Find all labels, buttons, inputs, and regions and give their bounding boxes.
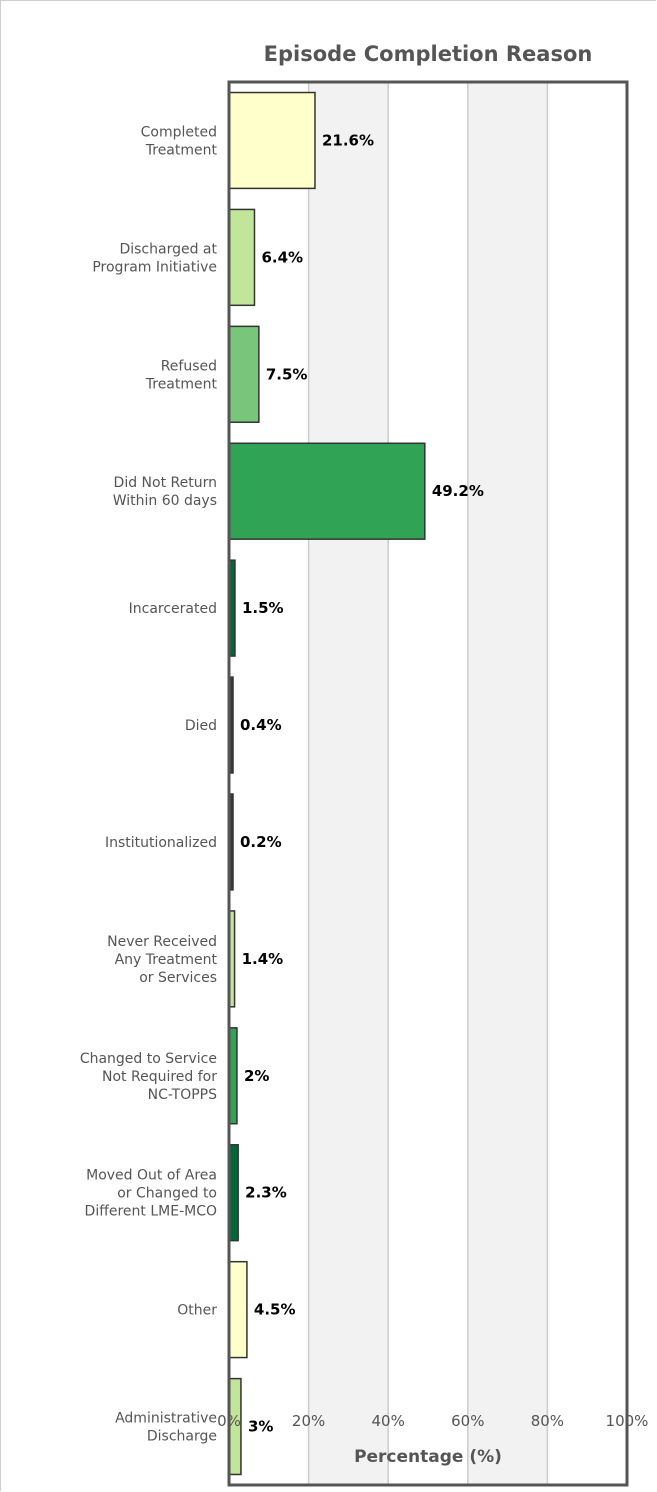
category-label: Did Not Return Within 60 days: [113, 475, 217, 509]
plot-background: [229, 82, 627, 1485]
x-tick-label: 0%: [217, 1412, 241, 1430]
data-label: 0.2%: [240, 833, 282, 851]
bar: [228, 325, 260, 423]
category-label: Completed Treatment: [141, 124, 218, 158]
category-label: Incarcerated: [129, 601, 217, 617]
category-labels: Completed Treatment Discharged at Program I…: [80, 124, 218, 1444]
background-band: [467, 82, 548, 1485]
x-tick-label: 40%: [372, 1412, 405, 1430]
data-labels: 21.6% 6.4% 7.5% 49.2% 1.5% 0.4% 0.2% 1.4% 2% 2.3%…: [240, 131, 484, 1435]
bar: [228, 91, 316, 190]
x-axis-label: Percentage (%): [354, 1447, 502, 1467]
background-band: [308, 82, 389, 1485]
chart-title: Episode Completion Reason: [264, 42, 593, 66]
data-label: 3%: [248, 1418, 273, 1436]
data-label: 1.5%: [242, 599, 284, 617]
bars: [228, 91, 426, 1476]
grid-lines: [307, 82, 549, 1485]
category-label: Never Received Any Treatment or Services: [107, 934, 217, 986]
data-label: 2.3%: [245, 1184, 287, 1202]
bar: [228, 208, 256, 307]
background-band: [547, 82, 627, 1485]
data-label: 21.6%: [322, 131, 374, 149]
background-band: [229, 82, 309, 1485]
category-label: Institutionalized: [105, 835, 217, 851]
x-tick-label: 80%: [531, 1412, 564, 1430]
data-label: 49.2%: [432, 482, 484, 500]
data-label: 4.5%: [254, 1301, 296, 1319]
data-label: 7.5%: [266, 365, 308, 383]
category-label: Moved Out of Area or Changed to Different …: [85, 1168, 217, 1220]
data-label: 1.4%: [242, 950, 284, 968]
data-label: 2%: [244, 1067, 269, 1085]
data-label: 6.4%: [261, 248, 303, 266]
bar: [228, 442, 426, 540]
x-tick-label: 100%: [606, 1412, 649, 1430]
category-label: Changed to Service Not Required for NC-TOP…: [80, 1051, 217, 1103]
x-tick-label: 20%: [292, 1412, 325, 1430]
x-tick-label: 60%: [451, 1412, 484, 1430]
bar: [228, 1260, 248, 1359]
data-label: 0.4%: [240, 716, 282, 734]
category-label: Died: [185, 718, 217, 734]
plot-border: [227, 80, 629, 1487]
background-band: [388, 82, 468, 1485]
category-label: Administrative Discharge: [115, 1411, 217, 1445]
x-tick-labels: 0% 20% 40% 60% 80% 100%: [217, 1412, 648, 1430]
category-label: Discharged at Program Initiative: [92, 241, 217, 275]
category-label: Other: [177, 1303, 217, 1319]
category-label: Refused Treatment: [145, 358, 218, 392]
